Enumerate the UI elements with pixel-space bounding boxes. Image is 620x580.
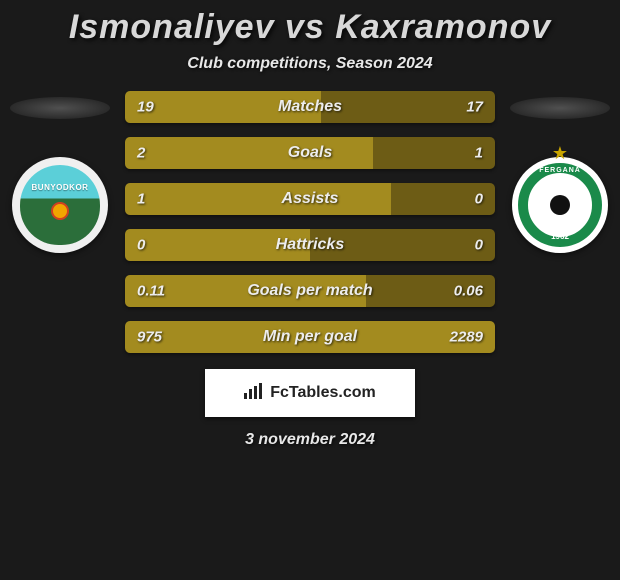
badge-inner-right <box>531 176 589 234</box>
stat-value-right: 2289 <box>450 329 483 346</box>
footer-date: 3 november 2024 <box>245 431 375 449</box>
stat-row: 2 Goals 1 <box>125 137 495 169</box>
team-name-left: BUNYODKOR <box>32 183 89 192</box>
stat-value-left: 19 <box>137 99 154 116</box>
brand-text: FcTables.com <box>270 384 376 402</box>
stat-row: 975 Min per goal 2289 <box>125 321 495 353</box>
comparison-card: Ismonaliyev vs Kaxramonov Club competiti… <box>0 0 620 449</box>
team-year-right: 1962 <box>551 232 569 241</box>
player-shadow-right <box>510 97 610 119</box>
left-player-col: BUNYODKOR <box>5 91 115 253</box>
page-title: Ismonaliyev vs Kaxramonov <box>69 8 551 47</box>
stat-bar-left <box>125 137 373 169</box>
stat-row: 0 Hattricks 0 <box>125 229 495 261</box>
team-badge-left: BUNYODKOR <box>12 157 108 253</box>
ball-icon <box>550 195 570 215</box>
stat-value-left: 2 <box>137 145 145 162</box>
stat-label: Goals per match <box>247 282 372 300</box>
stat-value-right: 0 <box>475 191 483 208</box>
stat-row: 19 Matches 17 <box>125 91 495 123</box>
star-icon: ★ <box>552 143 568 164</box>
stat-value-left: 975 <box>137 329 162 346</box>
stat-value-right: 1 <box>475 145 483 162</box>
stat-row: 0.11 Goals per match 0.06 <box>125 275 495 307</box>
stat-value-left: 0 <box>137 237 145 254</box>
stat-label: Assists <box>282 190 339 208</box>
page-subtitle: Club competitions, Season 2024 <box>187 55 432 73</box>
stat-value-left: 1 <box>137 191 145 208</box>
stat-value-right: 17 <box>466 99 483 116</box>
brand-badge[interactable]: FcTables.com <box>205 369 415 417</box>
stats-column: 19 Matches 17 2 Goals 1 1 Assists 0 0 Hattricks 0 0.… <box>125 91 495 353</box>
team-badge-left-inner: BUNYODKOR <box>20 165 100 245</box>
stat-label: Goals <box>288 144 332 162</box>
player-shadow-left <box>10 97 110 119</box>
stat-value-right: 0 <box>475 237 483 254</box>
chart-icon <box>244 383 264 404</box>
right-player-col: ★ FERGANA 1962 <box>505 91 615 253</box>
stat-row: 1 Assists 0 <box>125 183 495 215</box>
main-row: BUNYODKOR 19 Matches 17 2 Goals 1 1 Assists 0 0 Ha… <box>0 91 620 353</box>
stat-bar-left <box>125 183 391 215</box>
stat-label: Hattricks <box>276 236 344 254</box>
stat-label: Min per goal <box>263 328 357 346</box>
team-badge-right: ★ FERGANA 1962 <box>512 157 608 253</box>
stat-label: Matches <box>278 98 342 116</box>
stat-value-right: 0.06 <box>454 283 483 300</box>
stat-value-left: 0.11 <box>137 283 165 300</box>
sun-icon <box>51 202 69 220</box>
team-name-right: FERGANA <box>539 167 581 174</box>
